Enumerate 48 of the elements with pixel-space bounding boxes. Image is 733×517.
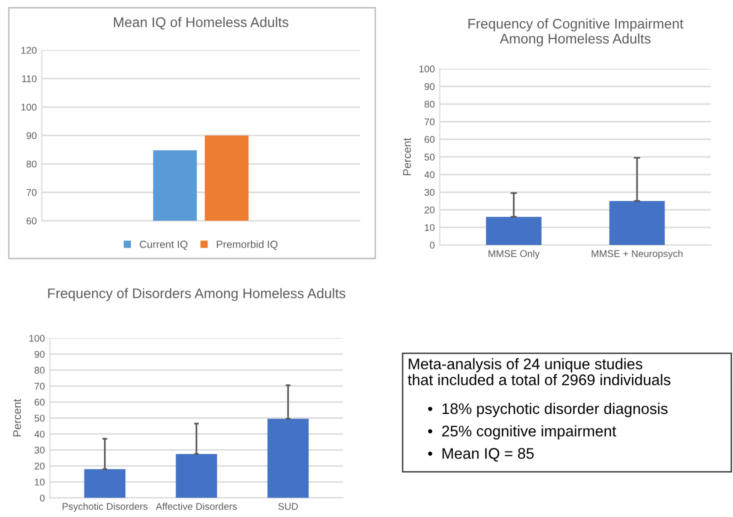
y-tick-label: 120 [21, 46, 37, 54]
y-tick-label: 30 [34, 446, 45, 454]
y-tick-label: 70 [424, 118, 435, 126]
legend-label: Premorbid IQ [216, 240, 278, 250]
y-tick-label: 100 [419, 65, 435, 72]
x-tick-label: Affective Disorders [156, 502, 237, 510]
text: • 18% psychotic disorder diagnosis [428, 402, 668, 418]
y-tick-label: 40 [34, 430, 45, 438]
y-tick-label: 20 [424, 206, 435, 214]
x-tick-label: MMSE Only [488, 250, 540, 259]
y-tick-label: 80 [34, 366, 45, 374]
y-tick-label: 80 [424, 100, 435, 108]
y-tick-label: 100 [21, 104, 37, 111]
y-tick-label: 80 [26, 160, 37, 168]
x-tick-label: SUD [278, 502, 298, 510]
y-tick-label: 30 [424, 188, 435, 196]
chart-title: Frequency of Cognitive Impairment Among Homeless Adults [468, 18, 684, 46]
x-tick-label: Psychotic Disorders [62, 502, 148, 512]
y-tick-label: 10 [424, 224, 435, 232]
chart-title: Frequency of Disorders Among Homeless Adults [48, 288, 346, 302]
y-tick-label: 90 [424, 83, 435, 90]
y-tick-label: 50 [424, 154, 435, 161]
y-tick-label: 60 [34, 398, 45, 406]
text: • Mean IQ = 85 [428, 448, 534, 462]
legend-label: Current IQ [140, 240, 188, 250]
y-tick-label: 0 [40, 494, 45, 502]
y-tick-label: 40 [424, 171, 435, 178]
y-tick-label: 90 [34, 350, 45, 358]
y-tick-label: 70 [26, 189, 37, 196]
x-tick-label: MMSE + Neuropsych [592, 250, 682, 259]
y-axis-title: Percent [403, 138, 411, 176]
text: • 25% cognitive impairment [428, 425, 616, 440]
y-tick-label: 0 [430, 242, 435, 249]
y-axis-title: Percent [13, 398, 22, 436]
y-tick-label: 50 [34, 414, 45, 422]
y-tick-label: 20 [34, 462, 45, 470]
y-tick-label: 100 [30, 334, 45, 342]
bar [176, 454, 218, 498]
y-tick-label: 10 [34, 478, 45, 486]
y-tick-label: 60 [26, 217, 37, 224]
y-tick-label: 110 [22, 75, 37, 82]
y-tick-label: 60 [424, 136, 435, 143]
y-tick-label: 90 [26, 132, 37, 140]
bar [84, 469, 126, 498]
text: Meta-analysis of 24 unique studies that included a total of 2969 individuals [408, 358, 670, 386]
chart-title: Mean IQ of Homeless Adults [114, 16, 288, 30]
y-tick-label: 70 [34, 382, 45, 390]
bar [267, 418, 309, 498]
